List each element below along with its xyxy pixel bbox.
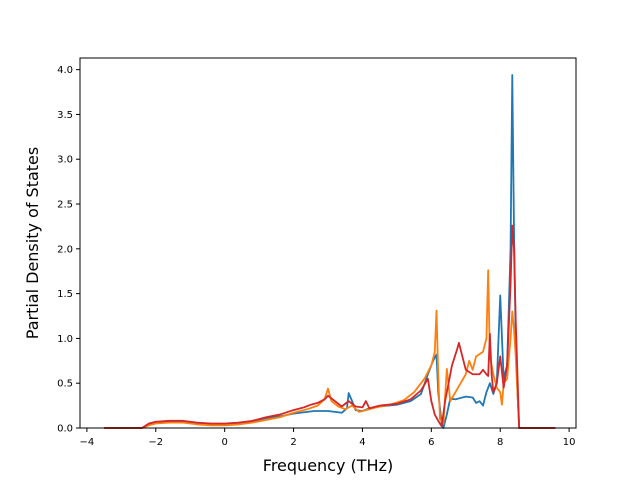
x-tick-label: 2 [290, 437, 296, 448]
y-tick-label: 1.0 [57, 334, 73, 345]
x-tick-label: −2 [148, 437, 163, 448]
y-tick-label: 0.0 [57, 424, 73, 435]
x-tick-label: 4 [359, 437, 365, 448]
x-tick-label: −4 [80, 437, 95, 448]
plot-lines [104, 74, 556, 429]
y-tick-label: 3.5 [57, 110, 73, 121]
y-tick-label: 2.0 [57, 244, 73, 255]
x-axis-title: Frequency (THz) [263, 456, 393, 475]
x-tick-label: 0 [221, 437, 227, 448]
x-tick-label: 6 [428, 437, 434, 448]
y-tick-label: 0.5 [57, 379, 73, 390]
y-tick-label: 4.0 [57, 65, 73, 76]
y-tick-label: 2.5 [57, 200, 73, 211]
y-axis: 0.0 0.5 1.0 1.5 2.0 2.5 3.0 3.5 4.0 [57, 65, 80, 435]
x-axis: −4 −2 0 2 4 6 8 10 [80, 428, 576, 448]
y-tick-label: 3.0 [57, 155, 73, 166]
series-line-2 [104, 269, 556, 429]
series-line-3 [104, 224, 556, 429]
plot-frame [79, 57, 577, 429]
x-tick-label: 10 [563, 437, 576, 448]
x-tick-label: 8 [497, 437, 503, 448]
y-tick-label: 1.5 [57, 289, 73, 300]
y-axis-title: Partial Density of States [23, 147, 42, 339]
